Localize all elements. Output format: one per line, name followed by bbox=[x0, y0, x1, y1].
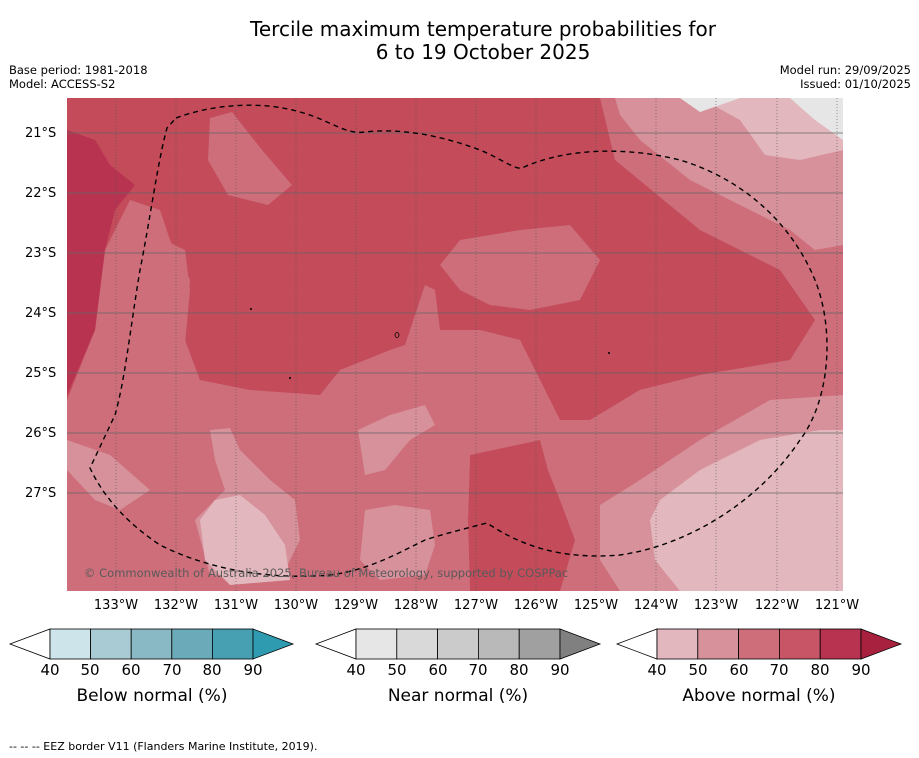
title-line-2: 6 to 19 October 2025 bbox=[375, 40, 591, 64]
band-70-80-south bbox=[468, 440, 575, 591]
colorbar-tick: 80 bbox=[509, 661, 529, 679]
colorbar-tick: 70 bbox=[468, 661, 488, 679]
band-60-70-patch-north bbox=[208, 112, 292, 205]
eez-footnote: -- -- -- EEZ border V11 (Flanders Marine… bbox=[9, 740, 318, 753]
colorbar-tick: 60 bbox=[121, 661, 141, 679]
eez-border bbox=[89, 104, 828, 577]
lon-label: 126°W bbox=[513, 598, 559, 613]
band-40-50-south-lobe bbox=[200, 495, 290, 585]
band-60-70-patch-center bbox=[440, 225, 600, 310]
band-40-50-southeast bbox=[650, 430, 843, 591]
model-name: Model: ACCESS-S2 bbox=[9, 77, 116, 91]
lon-label: 125°W bbox=[573, 598, 619, 613]
meta-left: Base period: 1981-2018 Model: ACCESS-S2 bbox=[9, 63, 148, 91]
colorbar-tick: 80 bbox=[202, 661, 222, 679]
colorbar-tick: 40 bbox=[40, 661, 60, 679]
graticule bbox=[115, 98, 838, 591]
lon-label: 127°W bbox=[453, 598, 499, 613]
colorbar-tick: 90 bbox=[243, 661, 263, 679]
model-run: Model run: 29/09/2025 bbox=[779, 63, 911, 77]
lat-label: 26°S bbox=[25, 426, 57, 441]
colorbar-title-below: Below normal (%) bbox=[76, 686, 228, 706]
colorbar-tick: 50 bbox=[80, 661, 100, 679]
base-period: Base period: 1981-2018 bbox=[9, 63, 148, 77]
lat-label: 25°S bbox=[25, 366, 57, 381]
lon-label: 124°W bbox=[633, 598, 679, 613]
colorbar-tick: 60 bbox=[428, 661, 448, 679]
band-50-60-southwest bbox=[67, 440, 150, 510]
lon-label: 123°W bbox=[693, 598, 739, 613]
colorbar-tick: 50 bbox=[387, 661, 407, 679]
lat-label: 21°S bbox=[25, 126, 57, 141]
lon-label: 128°W bbox=[393, 598, 439, 613]
colorbar-tick: 70 bbox=[162, 661, 182, 679]
title-line-1: Tercile maximum temperature probabilitie… bbox=[250, 17, 716, 41]
colorbar-tick: 70 bbox=[769, 661, 789, 679]
colorbar-tick: 60 bbox=[729, 661, 749, 679]
chart-title: Tercile maximum temperature probabilitie… bbox=[0, 18, 919, 64]
lat-label: 27°S bbox=[25, 486, 57, 501]
colorbar-near-normal bbox=[314, 628, 602, 660]
colorbar-tick: 90 bbox=[851, 661, 871, 679]
band-40-50-east bbox=[700, 98, 843, 160]
near-normal-patch bbox=[790, 98, 843, 140]
island-markers bbox=[250, 308, 610, 379]
issued-date: Issued: 01/10/2025 bbox=[800, 77, 911, 91]
meta-right: Model run: 29/09/2025 Issued: 01/10/2025 bbox=[780, 63, 911, 91]
colorbar-above-normal bbox=[615, 628, 903, 660]
colorbar-tick: 80 bbox=[810, 661, 830, 679]
colorbar-tick: 40 bbox=[647, 661, 667, 679]
lon-label: 132°W bbox=[153, 598, 199, 613]
colorbar-title-near: Near normal (%) bbox=[387, 686, 529, 706]
lon-label: 130°W bbox=[273, 598, 319, 613]
latitude-lines bbox=[67, 132, 843, 494]
lon-label: 122°W bbox=[754, 598, 800, 613]
colorbar-below-normal bbox=[8, 628, 295, 660]
lon-label: 133°W bbox=[93, 598, 139, 613]
colorbar-tick: 40 bbox=[346, 661, 366, 679]
copyright-notice: © Commonwealth of Australia 2025, Bureau… bbox=[84, 566, 569, 580]
colorbar-title-above: Above normal (%) bbox=[682, 686, 836, 706]
colorbar-tick: 50 bbox=[688, 661, 708, 679]
lon-label: 129°W bbox=[333, 598, 379, 613]
lon-label: 131°W bbox=[213, 598, 259, 613]
band-50-60-south-center bbox=[360, 505, 435, 580]
lon-label: 121°W bbox=[814, 598, 860, 613]
colorbar-tick: 90 bbox=[550, 661, 570, 679]
lat-label: 24°S bbox=[25, 306, 57, 321]
lat-label: 22°S bbox=[25, 186, 57, 201]
lat-label: 23°S bbox=[25, 246, 57, 261]
band-80-90-west bbox=[67, 130, 135, 395]
